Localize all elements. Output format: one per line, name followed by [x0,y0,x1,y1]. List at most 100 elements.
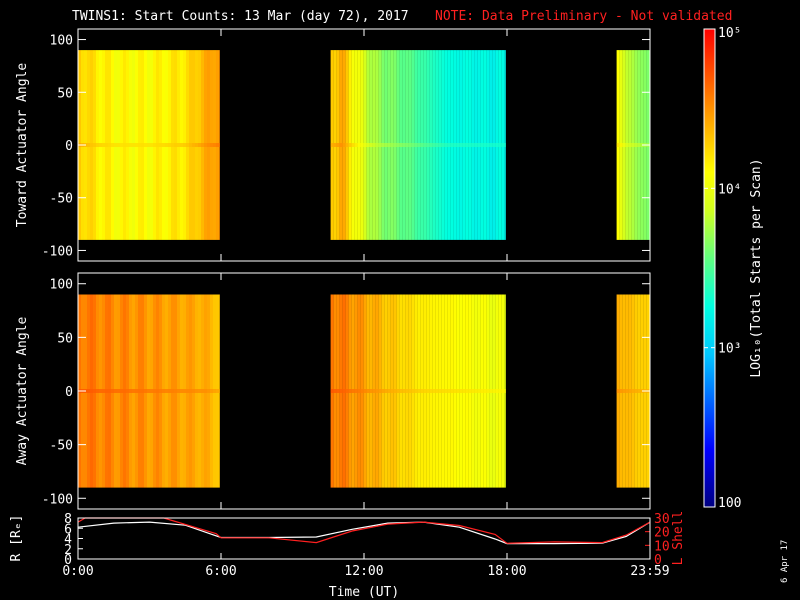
toward-zero-angle-band [144,143,147,147]
away-zero-angle-band [90,389,93,393]
away-zero-angle-band [180,389,183,393]
toward-zero-angle-band [102,143,105,147]
away-frame [77,272,651,510]
toward-zero-angle-band [435,143,439,147]
away-zero-angle-band [369,389,373,393]
x-axis-label: Time (UT) [329,585,399,600]
toward-zero-angle-band [420,143,424,147]
toward-zero-angle-band [625,143,629,147]
away-zero-angle-band [387,389,391,393]
away-zero-angle-band [192,389,195,393]
away-zero-angle-band [483,389,487,393]
x-tick-label: 12:00 [344,564,383,579]
toward-zero-angle-band [441,143,445,147]
away-zero-angle-band [619,389,623,393]
toward-zero-angle-band [417,143,421,147]
away-zero-angle-band [480,389,484,393]
away-y-tick-label: 0 [65,385,73,400]
r-axis-label: R [Rₑ] [9,515,24,562]
away-zero-angle-band [183,389,186,393]
away-zero-angle-band [495,389,499,393]
orbit-lines [77,517,651,545]
away-heatmap [78,294,650,488]
colorbar: 100 10³ 10⁴ 10⁵ LOG₁₀(Total Starts per Scan… [703,26,764,511]
toward-zero-angle-band [432,143,436,147]
away-zero-angle-band [381,389,385,393]
colorbar-gradient [703,28,716,508]
toward-zero-angle-band [90,143,93,147]
away-zero-angle-band [201,389,204,393]
toward-zero-angle-band [447,143,451,147]
away-zero-angle-band [138,389,141,393]
chart-title: TWINS1: Start Counts: 13 Mar (day 72), 2… [72,9,409,24]
toward-zero-angle-band [619,143,623,147]
toward-zero-angle-band [120,143,123,147]
toward-zero-angle-band [480,143,484,147]
toward-y-tick-label: 0 [65,139,73,154]
toward-zero-angle-band [123,143,126,147]
away-zero-angle-band [408,389,412,393]
toward-zero-angle-band [366,143,370,147]
away-zero-angle-band [492,389,496,393]
away-zero-angle-band [417,389,421,393]
toward-zero-angle-band [108,143,111,147]
away-zero-angle-band [634,389,638,393]
toward-zero-angle-band [141,143,144,147]
toward-zero-angle-band [135,143,138,147]
away-zero-angle-band [453,389,457,393]
away-zero-angle-band [219,389,220,393]
away-zero-angle-band [96,389,99,393]
away-zero-angle-band [366,389,370,393]
toward-zero-angle-band [186,143,189,147]
toward-zero-angle-band [468,143,472,147]
toward-zero-angle-band [423,143,427,147]
r-series-line [77,521,651,545]
r-axis-tick-label: 6 [64,522,72,537]
away-zero-angle-band [420,389,424,393]
toward-zero-angle-band [336,143,340,147]
away-zero-angle-band [441,389,445,393]
away-zero-angle-band [207,389,210,393]
away-zero-angle-band [501,389,505,393]
colorbar-tick-label: 100 [718,496,741,511]
away-zero-angle-band [204,389,207,393]
toward-zero-angle-band [177,143,180,147]
colorbar-label: LOG₁₀(Total Starts per Scan) [749,158,764,377]
toward-zero-angle-band [153,143,156,147]
toward-zero-angle-band [150,143,153,147]
away-zero-angle-band [177,389,180,393]
r-axis-tick-label: 4 [64,533,72,548]
away-zero-angle-band [444,389,448,393]
away-zero-angle-band [117,389,120,393]
colorbar-tick-label: 10⁵ [718,26,741,41]
toward-zero-angle-band [189,143,192,147]
toward-zero-angle-band [339,143,343,147]
toward-zero-angle-band [201,143,204,147]
toward-zero-angle-band [147,143,150,147]
toward-zero-angle-band [411,143,415,147]
toward-zero-angle-band [219,143,220,147]
away-zero-angle-band [351,389,355,393]
away-zero-angle-band [471,389,475,393]
toward-zero-angle-band [348,143,352,147]
toward-zero-angle-band [216,143,219,147]
toward-zero-angle-band [429,143,433,147]
toward-y-tick-label: -50 [50,192,73,207]
away-zero-angle-band [628,389,632,393]
toward-zero-angle-band [363,143,367,147]
toward-zero-angle-band [168,143,171,147]
away-zero-angle-band [390,389,394,393]
toward-zero-angle-band [462,143,466,147]
toward-zero-angle-band [138,143,141,147]
away-zero-angle-band [498,389,502,393]
away-zero-angle-band [342,389,346,393]
colorbar-ticks: 100 10³ 10⁴ 10⁵ [704,26,741,511]
away-zero-angle-band [372,389,376,393]
away-zero-angle-band [631,389,635,393]
away-zero-angle-band [105,389,108,393]
away-zero-angle-band [348,389,352,393]
r-axis-tick-label: 2 [64,543,72,558]
toward-zero-angle-band [165,143,168,147]
away-zero-angle-band [156,389,159,393]
toward-zero-angle-band [198,143,201,147]
